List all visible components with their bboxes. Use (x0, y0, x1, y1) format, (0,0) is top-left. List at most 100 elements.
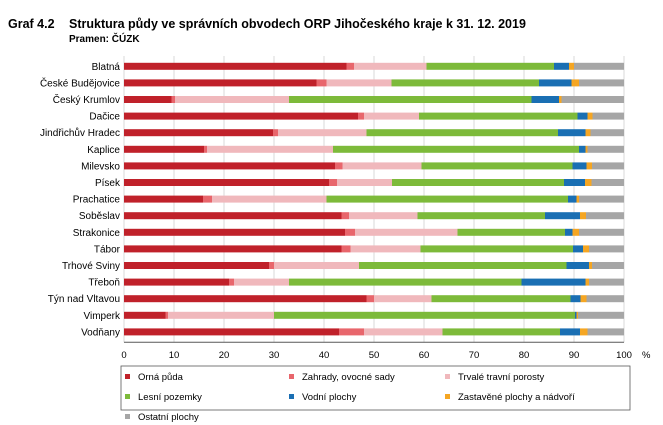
bar-segment (545, 212, 580, 220)
category-label: Týn nad Vltavou (48, 294, 120, 305)
bar-segment (457, 228, 565, 236)
x-tick-label: 30 (269, 350, 280, 361)
bar-segment (577, 112, 588, 120)
legend-entry: Orná půda (138, 372, 184, 383)
category-labels: Blatná České Budějovice Český Krumlov Dačic… (40, 62, 121, 339)
bar-segment (124, 179, 329, 186)
bar-segment (124, 262, 269, 269)
bar-segment (590, 129, 624, 137)
bar-segment (124, 311, 166, 319)
bar-segment (421, 162, 573, 170)
bar-segment (572, 162, 587, 170)
x-axis-unit: % (642, 350, 651, 361)
bar-segment (354, 62, 427, 70)
bar-segment (580, 295, 587, 303)
bar-segment (124, 245, 342, 253)
category-label: Blatná (92, 62, 121, 73)
x-tick-label: 0 (121, 350, 126, 361)
bar-segment (204, 145, 207, 153)
x-tick-label: 100 (616, 350, 632, 361)
category-label: Kaplice (87, 145, 120, 156)
bar-segment (579, 145, 586, 153)
bar-segment (269, 262, 274, 269)
bar-segment (345, 228, 355, 236)
bar-segment (420, 245, 573, 253)
bar-segment (587, 328, 624, 336)
bar-segment (570, 295, 581, 303)
bar-segment (587, 112, 593, 120)
bar-segment (564, 179, 585, 186)
legend-swatch (125, 394, 130, 399)
category-label: Český Krumlov (53, 93, 120, 106)
bar-segment (273, 129, 278, 137)
x-tick-label: 10 (169, 350, 180, 361)
bar-segment (431, 295, 571, 303)
bar-segment (234, 278, 289, 286)
bar-segment (589, 278, 624, 286)
bar-segment (326, 195, 568, 203)
legend-swatch (125, 374, 130, 379)
x-tick-label: 50 (369, 350, 380, 361)
bar-segment (586, 295, 624, 303)
bar-segment (358, 112, 364, 120)
bar-segment (212, 195, 327, 203)
bar-segment (278, 129, 367, 137)
bar-segment (366, 129, 558, 137)
bar-segment (171, 96, 175, 103)
bar-segment (333, 145, 579, 153)
bar-segment (337, 179, 392, 186)
figure-number: Graf 4.2 (8, 17, 55, 31)
bar-segment (289, 278, 522, 286)
category-label: České Budějovice (40, 76, 120, 89)
category-label: Soběslav (79, 211, 120, 222)
bar-segment (392, 179, 564, 186)
bar-segment (575, 311, 577, 319)
bar-segment (335, 162, 343, 170)
bar-segment (579, 79, 624, 87)
bar-segment (316, 79, 327, 87)
bar-segment (124, 328, 339, 336)
bar-segment (391, 79, 539, 87)
x-tick-label: 80 (519, 350, 530, 361)
bar-segment (585, 278, 589, 286)
bar-segment (274, 311, 575, 319)
bar-segment (565, 228, 573, 236)
bar-segment (576, 311, 578, 319)
bar-segment (568, 195, 577, 203)
bar-segment (289, 96, 532, 103)
bar-segment (419, 112, 578, 120)
bar-segment (569, 62, 574, 70)
bar-segment (341, 245, 351, 253)
category-label: Milevsko (81, 161, 120, 172)
legend-entry: Lesní pozemky (138, 392, 202, 403)
bar-segment (124, 212, 342, 220)
bar-segment (229, 278, 234, 286)
bar-segment (168, 311, 274, 319)
x-axis: 0 10 20 30 40 50 60 70 80 90 100% (121, 341, 651, 361)
legend-border (120, 365, 631, 411)
bar-segment (586, 212, 624, 220)
category-label: Písek (95, 178, 121, 189)
category-label: Tábor (94, 244, 121, 255)
bar-segment (592, 162, 624, 170)
bar-segment (576, 195, 579, 203)
bar-segment (573, 245, 583, 253)
bar-segment (124, 295, 367, 303)
bar-segment (426, 62, 554, 70)
bar-segment (531, 96, 559, 103)
legend-entry: Zastavěné plochy a nádvoří (458, 392, 575, 403)
legend-entry: Trvalé travní porosty (458, 372, 544, 383)
bars (124, 62, 624, 336)
legend-entry: Zahrady, ovocné sady (302, 372, 395, 383)
bar-segment (539, 79, 572, 87)
bar-segment (558, 129, 586, 137)
x-tick-label: 20 (219, 350, 230, 361)
x-tick-label: 70 (469, 350, 480, 361)
bar-segment (124, 228, 345, 236)
bar-segment (579, 228, 624, 236)
bar-segment (561, 96, 624, 103)
bar-segment (124, 112, 358, 120)
legend-swatch (445, 394, 450, 399)
bar-segment (124, 62, 347, 70)
